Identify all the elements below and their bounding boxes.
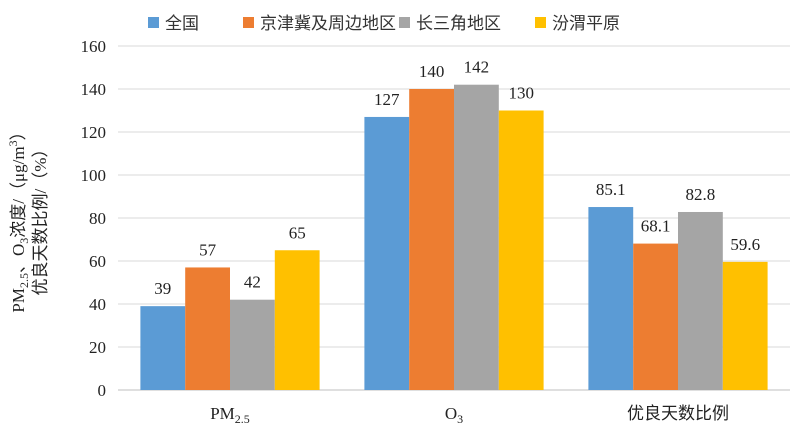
x-tick-sub: 3 bbox=[457, 412, 463, 426]
y-tick-label: 140 bbox=[81, 80, 107, 99]
y-tick-labels: 0 20 40 60 80 100 120 140 160 bbox=[81, 37, 107, 400]
y-axis-label-line: 优良天数比例/（%） bbox=[31, 141, 50, 296]
bar bbox=[274, 250, 320, 390]
legend-swatch bbox=[243, 17, 254, 28]
y-label-run: 优良天数比例/（%） bbox=[31, 141, 50, 296]
y-label-run: 浓度/（μg/m bbox=[9, 146, 28, 237]
y-label-run: PM bbox=[9, 288, 28, 313]
bar bbox=[678, 211, 723, 390]
y-label-run: 2.5 bbox=[17, 273, 31, 288]
y-axis-label: PM2.5、O3浓度/（μg/m3）优良天数比例/（%） bbox=[6, 123, 50, 312]
data-label: 68.1 bbox=[641, 217, 671, 236]
y-tick-label: 0 bbox=[98, 381, 107, 400]
data-label: 57 bbox=[199, 240, 217, 259]
y-label-run: O bbox=[9, 244, 28, 256]
bars: 39 127 85.1 57 140 68.1 42 142 82.8 65 130 59.6 bbox=[140, 58, 768, 390]
y-tick-label: 40 bbox=[89, 295, 106, 314]
x-tick-main: O bbox=[445, 404, 457, 423]
data-label: 82.8 bbox=[686, 185, 716, 204]
legend-swatch bbox=[535, 17, 546, 28]
bar bbox=[185, 267, 230, 390]
y-tick-label: 120 bbox=[81, 123, 107, 142]
y-label-run: 3 bbox=[17, 238, 31, 244]
bar bbox=[454, 84, 499, 390]
y-label-run: 3 bbox=[6, 140, 20, 146]
data-label: 85.1 bbox=[596, 180, 626, 199]
bar bbox=[633, 243, 678, 390]
data-label: 127 bbox=[374, 90, 400, 109]
x-tick-labels: PM2.5 O3 优良天数比例 bbox=[210, 404, 729, 426]
y-label-run: 、 bbox=[9, 256, 28, 273]
bar bbox=[364, 116, 410, 390]
bar bbox=[230, 299, 275, 390]
x-tick-sub: 2.5 bbox=[235, 412, 250, 426]
x-tick-main: 优良天数比例 bbox=[627, 404, 729, 423]
bar bbox=[722, 261, 768, 390]
legend-label: 全国 bbox=[165, 14, 199, 34]
data-label: 65 bbox=[289, 223, 306, 242]
bar bbox=[409, 89, 454, 390]
x-tick-label: PM2.5 bbox=[210, 404, 250, 426]
y-axis-label-line: PM2.5、O3浓度/（μg/m3） bbox=[6, 123, 31, 312]
legend-label: 汾渭平原 bbox=[552, 14, 620, 34]
legend-label: 京津冀及周边地区 bbox=[260, 14, 396, 34]
x-tick-main: PM bbox=[210, 404, 235, 423]
y-tick-label: 60 bbox=[89, 252, 106, 271]
bar bbox=[498, 110, 544, 390]
y-tick-label: 80 bbox=[89, 209, 106, 228]
bar bbox=[588, 207, 634, 390]
legend: 全国 京津冀及周边地区 长三角地区 汾渭平原 bbox=[148, 14, 620, 34]
x-tick-label: 优良天数比例 bbox=[627, 404, 729, 423]
data-label: 142 bbox=[464, 58, 490, 77]
legend-swatch bbox=[399, 17, 410, 28]
y-tick-label: 20 bbox=[89, 338, 106, 357]
x-tick-label: O3 bbox=[445, 404, 463, 426]
data-label: 59.6 bbox=[730, 235, 760, 254]
legend-swatch bbox=[148, 17, 159, 28]
data-label: 39 bbox=[154, 279, 171, 298]
data-label: 42 bbox=[244, 273, 261, 292]
data-label: 140 bbox=[419, 62, 445, 81]
bar bbox=[140, 306, 186, 390]
y-label-run: ） bbox=[9, 123, 28, 140]
y-tick-label: 160 bbox=[81, 37, 107, 56]
data-label: 130 bbox=[508, 84, 534, 103]
y-tick-label: 100 bbox=[81, 166, 107, 185]
legend-label: 长三角地区 bbox=[416, 14, 501, 34]
